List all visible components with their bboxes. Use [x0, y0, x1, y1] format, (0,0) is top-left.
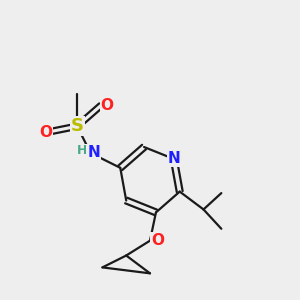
Text: N: N	[87, 145, 100, 160]
Text: O: O	[100, 98, 113, 113]
Text: S: S	[71, 117, 84, 135]
Text: N: N	[168, 152, 181, 166]
Text: O: O	[151, 233, 164, 248]
Text: H: H	[76, 144, 87, 157]
Text: O: O	[40, 125, 52, 140]
